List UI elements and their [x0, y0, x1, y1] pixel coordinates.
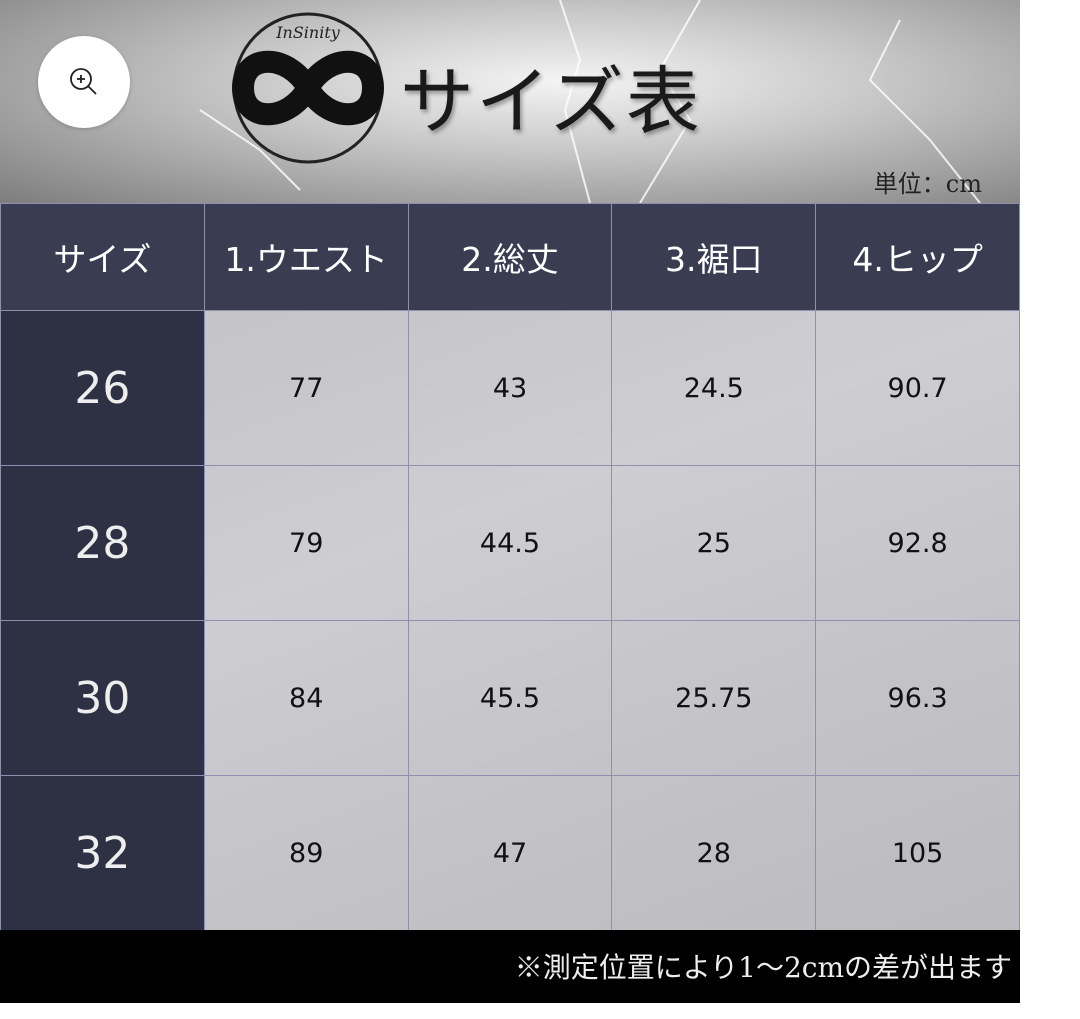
table-row: 32 89 47 28 105 — [0, 775, 1020, 931]
column-header: 4.ヒップ — [815, 203, 1020, 311]
value-cell: 47 — [407, 775, 613, 931]
size-chart-image: InSinity サイズ表 単位：cm サイズ 1.ウエスト 2.総丈 3.裾口 4.ヒ… — [0, 0, 1020, 1003]
value-cell: 77 — [203, 310, 409, 466]
size-table: サイズ 1.ウエスト 2.総丈 3.裾口 4.ヒップ 26 77 43 24.5 90.7 28 7… — [0, 203, 1020, 931]
value-cell: 28 — [611, 775, 817, 931]
value-cell: 96.3 — [815, 620, 1020, 776]
value-cell: 92.8 — [815, 465, 1020, 621]
value-cell: 79 — [203, 465, 409, 621]
table-row: 28 79 44.5 25 92.8 — [0, 465, 1020, 621]
value-cell: 45.5 — [407, 620, 613, 776]
size-cell: 26 — [0, 310, 205, 466]
unit-label: 単位：cm — [873, 170, 982, 198]
measurement-note: ※測定位置により1～2cmの差が出ます — [0, 930, 1020, 1003]
page-title: サイズ表 — [400, 59, 702, 145]
lightning-decoration — [199, 0, 981, 203]
value-cell: 25 — [611, 465, 817, 621]
zoom-in-icon — [70, 68, 97, 95]
value-cell: 43 — [407, 310, 613, 466]
column-header: 1.ウエスト — [203, 203, 409, 311]
value-cell: 25.75 — [611, 620, 817, 776]
infinity-logo: InSinity — [231, 12, 385, 164]
table-row: 30 84 45.5 25.75 96.3 — [0, 620, 1020, 776]
column-header: サイズ — [0, 203, 205, 311]
size-cell: 30 — [0, 620, 205, 776]
column-header: 3.裾口 — [611, 203, 817, 311]
value-cell: 90.7 — [815, 310, 1020, 466]
svg-text:InSinity: InSinity — [275, 23, 341, 42]
size-cell: 32 — [0, 775, 205, 931]
value-cell: 44.5 — [407, 465, 613, 621]
size-cell: 28 — [0, 465, 205, 621]
value-cell: 105 — [815, 775, 1020, 931]
zoom-button[interactable] — [38, 36, 130, 128]
table-row: 26 77 43 24.5 90.7 — [0, 310, 1020, 466]
value-cell: 24.5 — [611, 310, 817, 466]
column-header: 2.総丈 — [407, 203, 613, 311]
value-cell: 89 — [203, 775, 409, 931]
banner: InSinity サイズ表 単位：cm — [0, 0, 1020, 203]
value-cell: 84 — [203, 620, 409, 776]
